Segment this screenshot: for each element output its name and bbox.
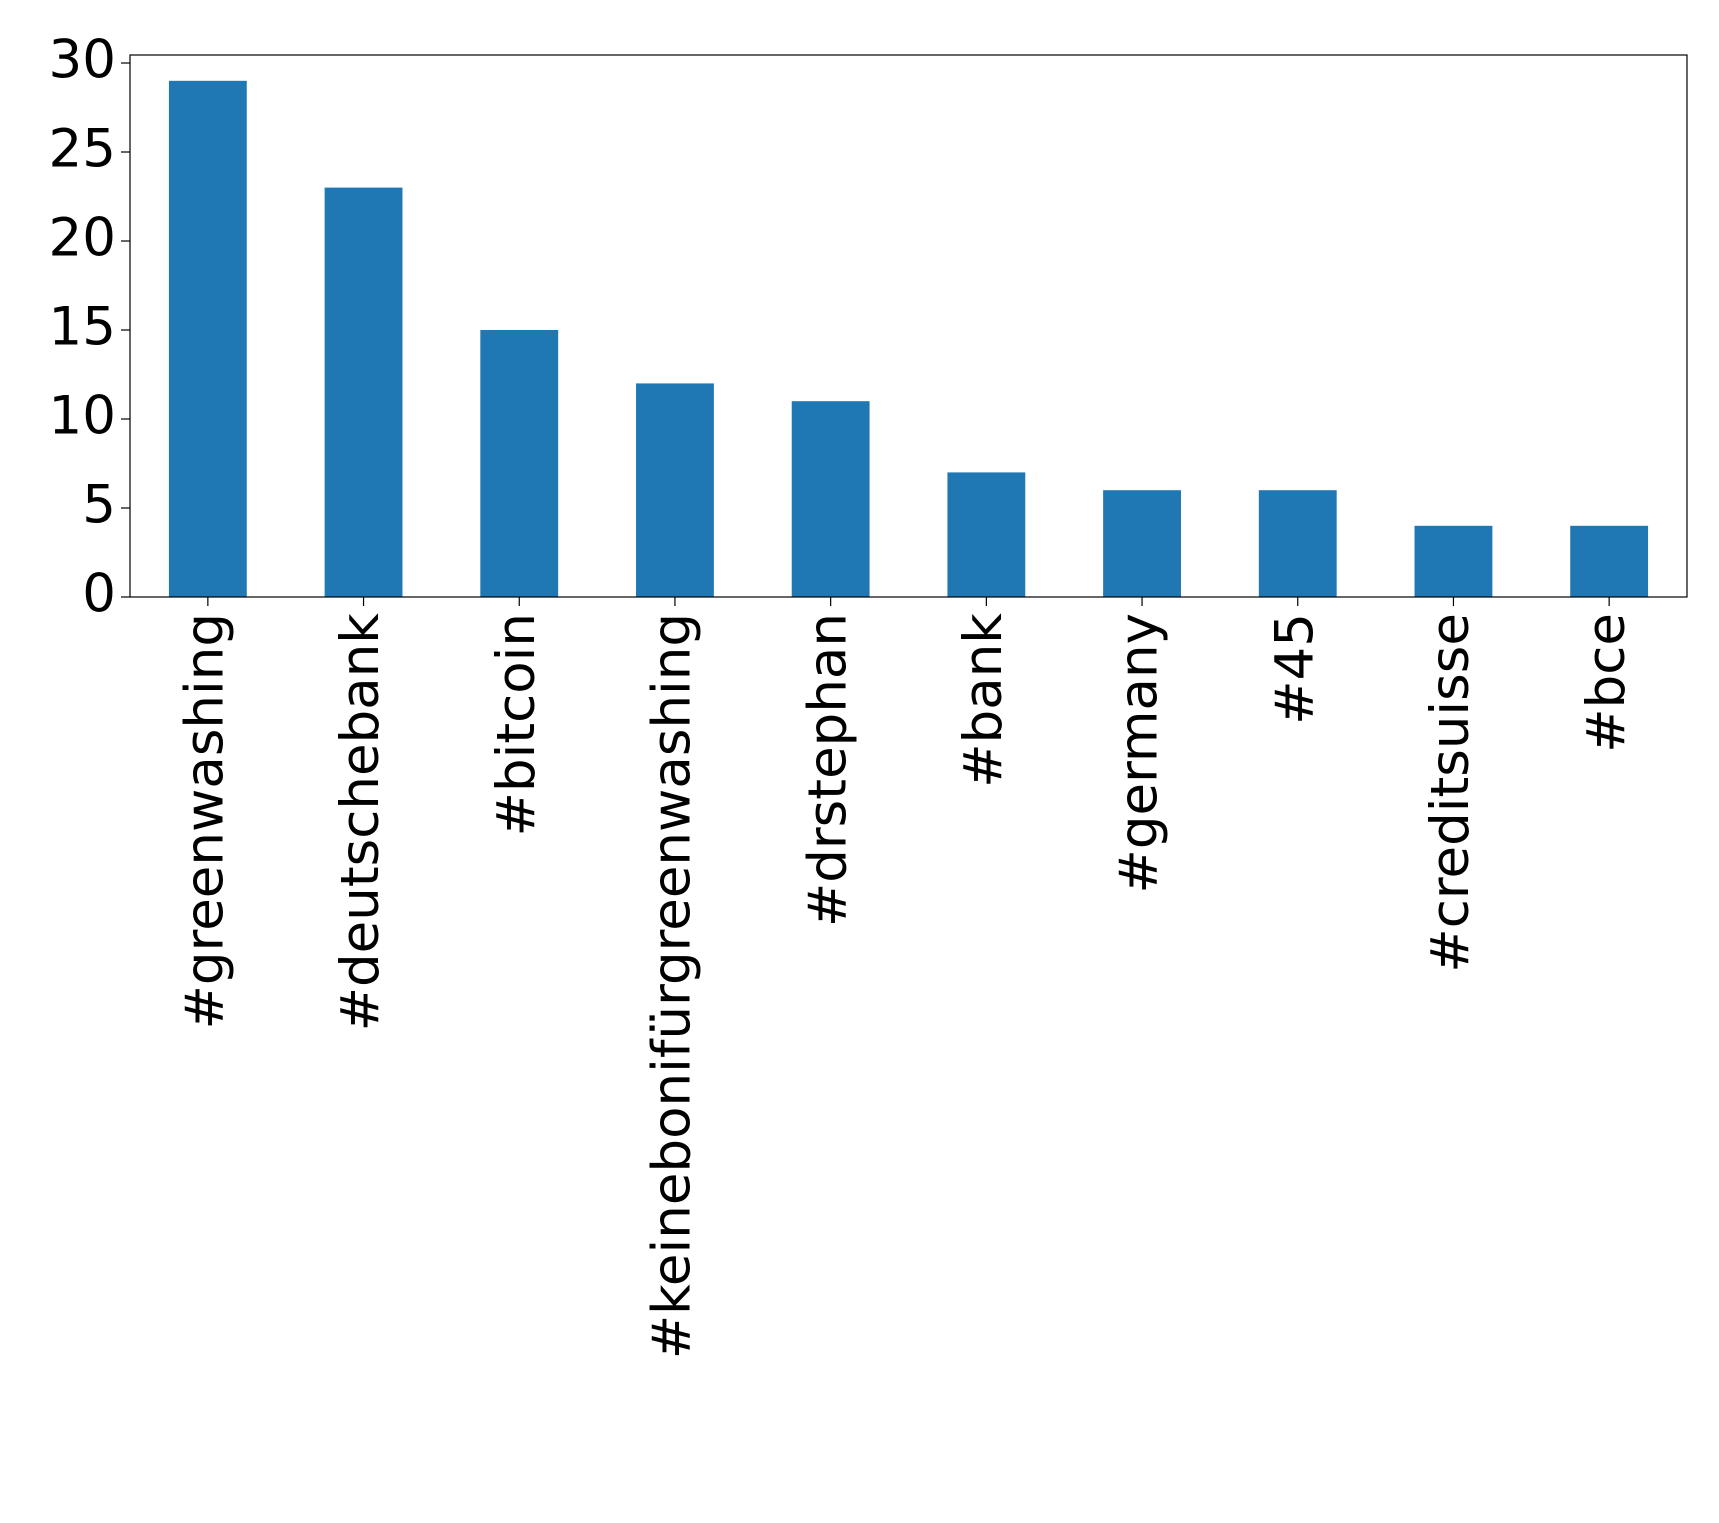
bar	[480, 330, 559, 597]
y-tick-label: 30	[49, 30, 116, 91]
bar	[636, 383, 714, 597]
plot-frame	[129, 54, 1688, 598]
x-tick-label: #bce	[1576, 613, 1637, 753]
y-tick-label: 15	[49, 297, 116, 358]
y-tick-label: 0	[82, 564, 116, 625]
x-tick-label: #keinebonifürgreenwashing	[642, 613, 703, 1359]
bar	[324, 187, 403, 598]
bar	[1103, 490, 1181, 597]
y-tick-label: 5	[82, 475, 116, 536]
x-tick-label: #greenwashing	[174, 613, 235, 1029]
x-tick-label: #deutschebank	[330, 613, 391, 1032]
y-tick-label: 10	[49, 386, 116, 447]
bar	[168, 80, 247, 598]
x-tick-label: #germany	[1109, 613, 1170, 894]
x-tick-label: #drstephan	[797, 613, 858, 927]
x-tick-label: #bank	[953, 613, 1014, 788]
x-tick-label: #creditsuisse	[1420, 613, 1481, 973]
bar	[947, 472, 1026, 597]
x-tick-label: #bitcoin	[486, 613, 547, 836]
bar	[1258, 490, 1337, 597]
bar	[1414, 525, 1493, 597]
bar	[791, 401, 870, 597]
x-tick-label: #45	[1264, 613, 1325, 725]
bar	[1570, 525, 1649, 597]
y-tick-label: 25	[49, 119, 116, 180]
y-tick-label: 20	[49, 208, 116, 269]
